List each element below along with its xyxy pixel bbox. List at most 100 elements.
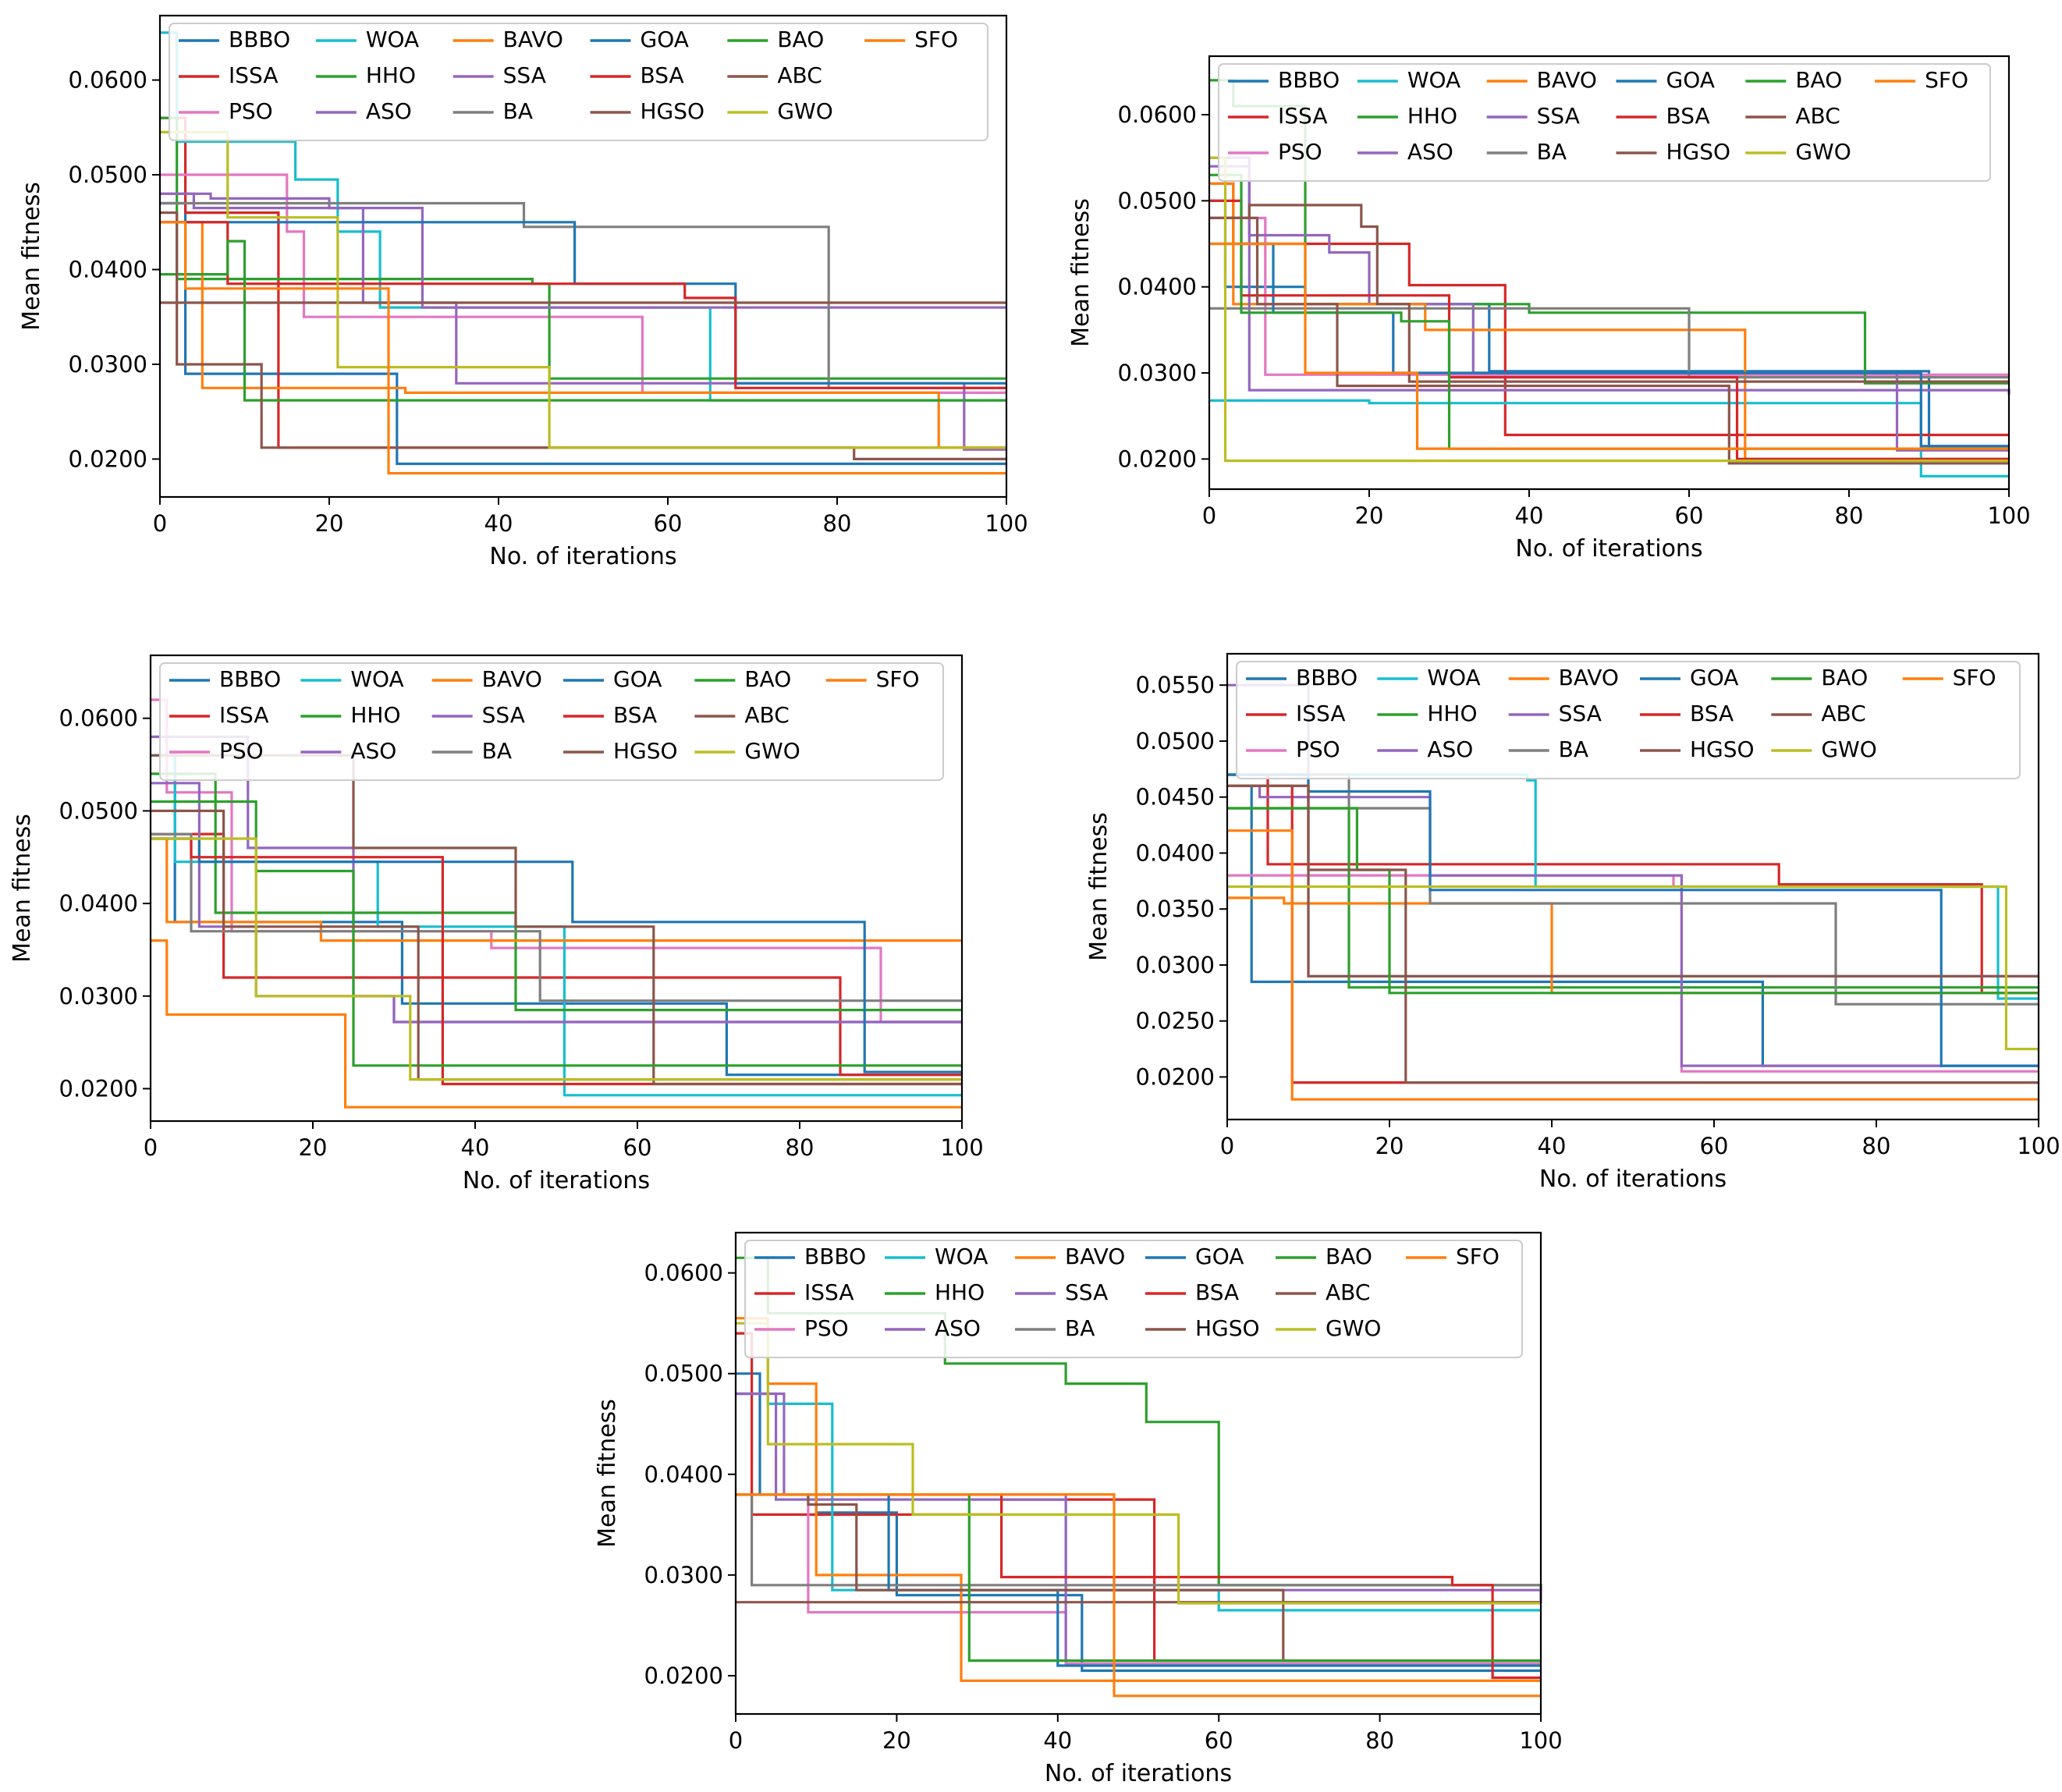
x-tick-label: 100 <box>1987 502 2030 529</box>
legend: BBBO ISSA PSO WOA HHO ASO BAVO SSA BA GOA BSA HGSO B… <box>1218 63 1991 182</box>
y-axis-label: Mean fitness <box>1067 198 1095 347</box>
legend-label-ba: BA <box>482 738 512 764</box>
legend-label-bavo: BAVO <box>1559 665 1619 690</box>
series-line-hho <box>1227 807 2039 989</box>
x-tick-label: 60 <box>1700 1133 1729 1159</box>
legend-label-abc: ABC <box>777 62 822 88</box>
legend-label-sfo: SFO <box>1953 665 1996 690</box>
legend-label-ssa: SSA <box>503 62 546 88</box>
chart-3: 0 20 40 60 80 100 0.0600 0.0500 0.0400 0.0300 0.02… <box>9 654 984 1194</box>
y-tick-label: 0.0400 <box>1136 839 1215 866</box>
legend-label-bsa: BSA <box>1666 103 1710 129</box>
y-tick-label: 0.0600 <box>59 705 138 732</box>
legend-label-bbbo: BBBO <box>229 27 290 52</box>
chart-5: 0 20 40 60 80 100 0.0600 0.0500 0.0400 0.0300 0.02… <box>594 1231 1563 1787</box>
legend-label-hgso: HGSO <box>641 98 705 124</box>
x-axis-label: No. of iterations <box>1045 1760 1232 1787</box>
legend-label-pso: PSO <box>1296 736 1340 762</box>
series-line-gwo <box>1209 156 2009 463</box>
y-tick-label: 0.0600 <box>644 1260 723 1286</box>
x-tick-label: 20 <box>1355 502 1384 529</box>
x-axis-label: No. of iterations <box>463 1167 650 1194</box>
series-line-abc <box>160 211 1006 460</box>
legend-label-hho: HHO <box>935 1279 985 1305</box>
legend-label-abc: ABC <box>1821 701 1865 726</box>
plot-frame <box>158 14 1008 499</box>
legend-label-aso: ASO <box>366 98 412 124</box>
legend: BBBO ISSA PSO WOA HHO ASO BAVO SSA BA GOA BSA HGSO B… <box>744 1240 1523 1358</box>
legend-label-gwo: GWO <box>1821 736 1876 762</box>
y-tick-label: 0.0500 <box>1118 187 1197 214</box>
x-tick-label: 60 <box>1205 1727 1233 1754</box>
chart-4: 0 20 40 60 80 100 0.0550 0.0500 0.0450 0.0400 0.03… <box>1085 652 2060 1193</box>
x-tick-label: 100 <box>1519 1727 1562 1754</box>
series-line-gwo <box>160 130 1006 449</box>
plot-group: 0 20 40 60 80 100 0.0550 0.0500 0.0450 0.0400 0.03… <box>1085 652 2060 1193</box>
legend-label-goa: GOA <box>613 666 662 692</box>
y-tick-label: 0.0500 <box>644 1361 723 1387</box>
y-tick-label: 0.0350 <box>1136 896 1215 922</box>
legend-label-bsa: BSA <box>1690 701 1734 726</box>
x-tick-label: 80 <box>1862 1133 1891 1159</box>
legend-label-hho: HHO <box>1407 103 1457 129</box>
y-tick-label: 0.0250 <box>1136 1008 1215 1034</box>
series-line-hho <box>151 772 962 1012</box>
y-tick-label: 0.0300 <box>1136 952 1215 978</box>
legend-box <box>169 23 988 141</box>
x-tick-label: 20 <box>882 1727 911 1754</box>
series-line-goa <box>1209 242 2009 448</box>
y-tick-label: 0.0500 <box>1136 728 1215 754</box>
series-line-abc <box>1209 216 2009 465</box>
series-line-ssa <box>1209 165 2011 395</box>
series-line-sfo <box>736 1493 1541 1698</box>
legend-label-ssa: SSA <box>482 702 525 728</box>
legend-label-hgso: HGSO <box>1666 139 1731 165</box>
legend-label-goa: GOA <box>641 27 689 52</box>
x-tick-label: 40 <box>484 510 513 537</box>
x-tick-label: 40 <box>1043 1727 1072 1754</box>
series-line-bavo <box>151 837 962 942</box>
y-tick-label: 0.0200 <box>1118 445 1197 472</box>
legend-label-aso: ASO <box>1407 139 1453 165</box>
legend-label-hho: HHO <box>366 62 416 88</box>
legend-label-issa: ISSA <box>219 702 268 728</box>
y-tick-label: 0.0200 <box>69 445 147 472</box>
legend: BBBO ISSA PSO WOA HHO ASO BAVO SSA BA GOA BSA HGSO B… <box>169 23 988 141</box>
series-group <box>1209 79 2011 477</box>
plot-frame <box>734 1231 1542 1716</box>
y-tick-label: 0.0400 <box>644 1461 723 1488</box>
x-tick-label: 80 <box>786 1134 815 1161</box>
plot-group: 0 20 40 60 80 100 0.0600 0.0500 0.0400 0.0300 0.02… <box>1067 55 2031 562</box>
legend-label-goa: GOA <box>1690 665 1738 690</box>
legend-label-ba: BA <box>1065 1315 1095 1341</box>
legend-label-sfo: SFO <box>914 27 958 52</box>
legend-label-hho: HHO <box>350 702 400 728</box>
legend-label-pso: PSO <box>219 738 264 764</box>
x-tick-label: 0 <box>1202 502 1216 529</box>
plot-frame <box>1208 55 2011 491</box>
legend: BBBO ISSA PSO WOA HHO ASO BAVO SSA BA GOA BSA HGSO B… <box>1236 661 2021 779</box>
y-axis-label: Mean fitness <box>594 1399 621 1548</box>
legend-label-bao: BAO <box>1795 67 1842 93</box>
legend-label-hgso: HGSO <box>613 738 678 764</box>
x-tick-label: 80 <box>1835 502 1864 529</box>
x-tick-label: 100 <box>2017 1133 2060 1159</box>
legend-label-pso: PSO <box>804 1315 849 1341</box>
legend-label-ba: BA <box>1559 736 1588 762</box>
legend-label-ssa: SSA <box>1559 701 1602 726</box>
x-tick-label: 100 <box>940 1134 983 1161</box>
legend-label-hgso: HGSO <box>1690 736 1755 762</box>
y-tick-label: 0.0200 <box>59 1075 138 1102</box>
legend-label-issa: ISSA <box>229 62 278 88</box>
series-group <box>160 31 1006 475</box>
legend-label-ba: BA <box>503 98 533 124</box>
legend-label-woa: WOA <box>1427 665 1480 690</box>
series-line-pso <box>160 173 1006 394</box>
y-tick-label: 0.0600 <box>1118 101 1197 128</box>
legend-label-bavo: BAVO <box>1537 67 1597 93</box>
legend-label-gwo: GWO <box>1326 1315 1381 1341</box>
legend-label-bsa: BSA <box>613 702 657 728</box>
series-line-sfo <box>160 221 1006 475</box>
series-line-bavo <box>160 221 1006 449</box>
plot-group: 0 20 40 60 80 100 0.0600 0.0500 0.0400 0.0300 0.02… <box>18 14 1028 570</box>
